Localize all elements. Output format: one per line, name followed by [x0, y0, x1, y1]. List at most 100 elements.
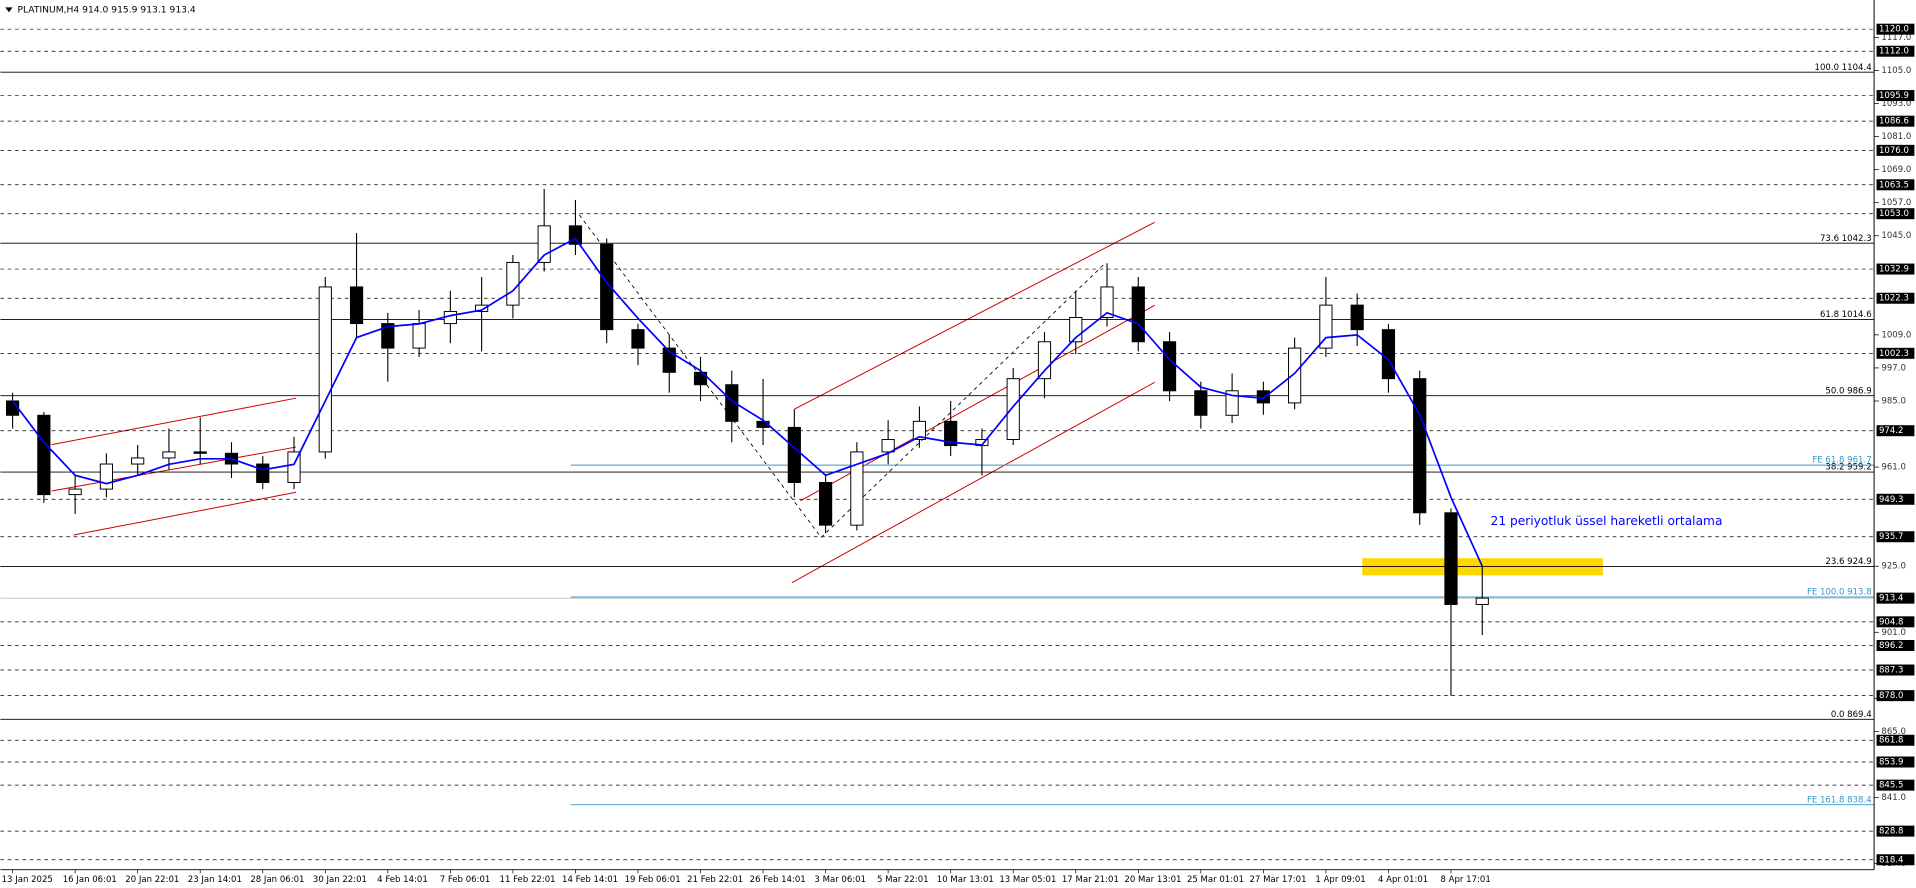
- chart-title: PLATINUM,H4 914.0 915.9 913.1 913.4: [17, 4, 195, 15]
- fib-label: 38.2 959.2: [1825, 463, 1871, 473]
- level-label: 1120.0: [1879, 25, 1909, 35]
- candle-body: [1162, 341, 1177, 392]
- candle-body: [850, 451, 864, 526]
- channel-line: [51, 397, 297, 446]
- level-label: 1086.6: [1879, 117, 1909, 127]
- level-label-box: [1876, 756, 1915, 768]
- candle-body: [725, 384, 739, 422]
- level-label: 1053.0: [1879, 209, 1909, 219]
- y-tick-label: 1093.0: [1881, 99, 1911, 109]
- y-tick-label: 1105.0: [1881, 66, 1911, 76]
- candle-body: [68, 488, 82, 496]
- y-tick-label: 1117.0: [1881, 33, 1911, 43]
- level-label-box: [1876, 825, 1915, 837]
- level-label-box: [1876, 90, 1915, 102]
- level-label-box: [1876, 734, 1915, 746]
- y-tick-label: 985.0: [1881, 396, 1905, 406]
- x-tick-label: 26 Feb 14:01: [750, 875, 806, 885]
- level-label-box: [1876, 493, 1915, 505]
- level-label: 878.0: [1879, 691, 1903, 701]
- level-label-box: [1876, 425, 1915, 437]
- channel-line: [791, 381, 1155, 584]
- level-label-box: [1876, 616, 1915, 628]
- plot: [5, 188, 1489, 696]
- x-tick-label: 17 Mar 21:01: [1062, 875, 1119, 885]
- x-tick-label: 1 Apr 09:01: [1315, 875, 1365, 885]
- candle-body: [944, 420, 958, 447]
- candle-body: [1194, 390, 1208, 416]
- candle-body: [318, 286, 332, 453]
- candle-body: [1225, 390, 1239, 416]
- level-label-box: [1876, 347, 1915, 359]
- levels: 100.0 1104.4 73.6 1042.3 61.8 1014.6 50.0 9…: [0, 28, 1875, 861]
- candle-body: [818, 481, 833, 526]
- candle-body: [1288, 347, 1302, 404]
- fe-label: FE 61.8 961.7: [1812, 456, 1871, 466]
- level-label-box: [1876, 263, 1915, 275]
- x-tick-label: 13 Jan 2025: [2, 875, 53, 885]
- x-tick-label: 30 Jan 22:01: [313, 875, 367, 885]
- level-label: 1076.0: [1879, 146, 1909, 156]
- y-tick-label: 841.0: [1881, 793, 1905, 803]
- candle-body: [1413, 378, 1427, 514]
- candle-body: [1131, 286, 1145, 343]
- level-label-box: [1876, 779, 1915, 791]
- y-tick-label: 1081.0: [1881, 132, 1911, 142]
- level-label: 1063.5: [1879, 180, 1909, 190]
- y-tick-label: 925.0: [1881, 562, 1905, 572]
- candle-body: [37, 414, 51, 496]
- y-tick-label: 1069.0: [1881, 165, 1911, 175]
- level-label: 861.8: [1879, 736, 1903, 746]
- fib-expansion-path: [579, 214, 1107, 539]
- ema-line: [11, 237, 1484, 567]
- x-tick-label: 16 Jan 06:01: [63, 875, 117, 885]
- candle-body: [1037, 341, 1052, 380]
- candle-body: [1381, 329, 1396, 380]
- candle-body: [256, 463, 270, 483]
- level-label-box: [1876, 23, 1915, 35]
- candle-body: [412, 323, 426, 349]
- x-tick-label: 25 Mar 01:01: [1187, 875, 1244, 885]
- level-label: 818.4: [1879, 855, 1903, 865]
- x-tick-label: 3 Mar 06:01: [814, 875, 866, 885]
- candle-body: [193, 451, 207, 454]
- level-label-box: [1876, 45, 1915, 57]
- y-tick-label: 865.0: [1881, 727, 1905, 737]
- candle-body: [881, 439, 895, 453]
- fe-label: FE 100.0 913.8: [1807, 588, 1872, 598]
- level-label: 828.8: [1879, 827, 1903, 837]
- x-tick-label: 28 Jan 06:01: [250, 875, 304, 885]
- menu-icon: [5, 7, 13, 13]
- y-tick-label: 1009.0: [1881, 330, 1911, 340]
- x-tick-label: 11 Feb 22:01: [500, 875, 556, 885]
- candle-body: [1006, 378, 1020, 441]
- candle-body: [1100, 286, 1114, 319]
- y-tick-label: 901.0: [1881, 628, 1905, 638]
- fib-label: 50.0 986.9: [1825, 386, 1871, 396]
- candle-body: [600, 243, 614, 331]
- candle-body: [99, 463, 113, 490]
- x-tick-label: 21 Feb 22:01: [687, 875, 743, 885]
- candle-body: [787, 426, 801, 483]
- candle-body: [631, 329, 645, 349]
- candle-body: [693, 371, 708, 386]
- x-tick-label: 7 Feb 06:01: [440, 875, 491, 885]
- candle-body: [349, 286, 364, 325]
- level-label-box: [1876, 179, 1915, 191]
- x-tick-label: 4 Feb 14:01: [377, 875, 428, 885]
- fib-label: 61.8 1014.6: [1820, 310, 1872, 320]
- x-tick-label: 8 Apr 17:01: [1440, 875, 1490, 885]
- level-label: 974.2: [1879, 426, 1903, 436]
- level-label-box: [1876, 531, 1915, 543]
- annotation: 21 periyotluk üssel hareketli ortalama: [1491, 514, 1723, 528]
- fib-label: 23.6 924.9: [1825, 557, 1871, 567]
- x-tick-label: 20 Jan 22:01: [125, 875, 179, 885]
- candle-body: [1256, 390, 1270, 404]
- level-label-box: [1876, 640, 1915, 652]
- level-label: 1095.9: [1879, 91, 1909, 101]
- level-label: 887.3: [1879, 666, 1903, 676]
- candle-body: [1350, 304, 1364, 331]
- x-tick-label: 10 Mar 13:01: [937, 875, 994, 885]
